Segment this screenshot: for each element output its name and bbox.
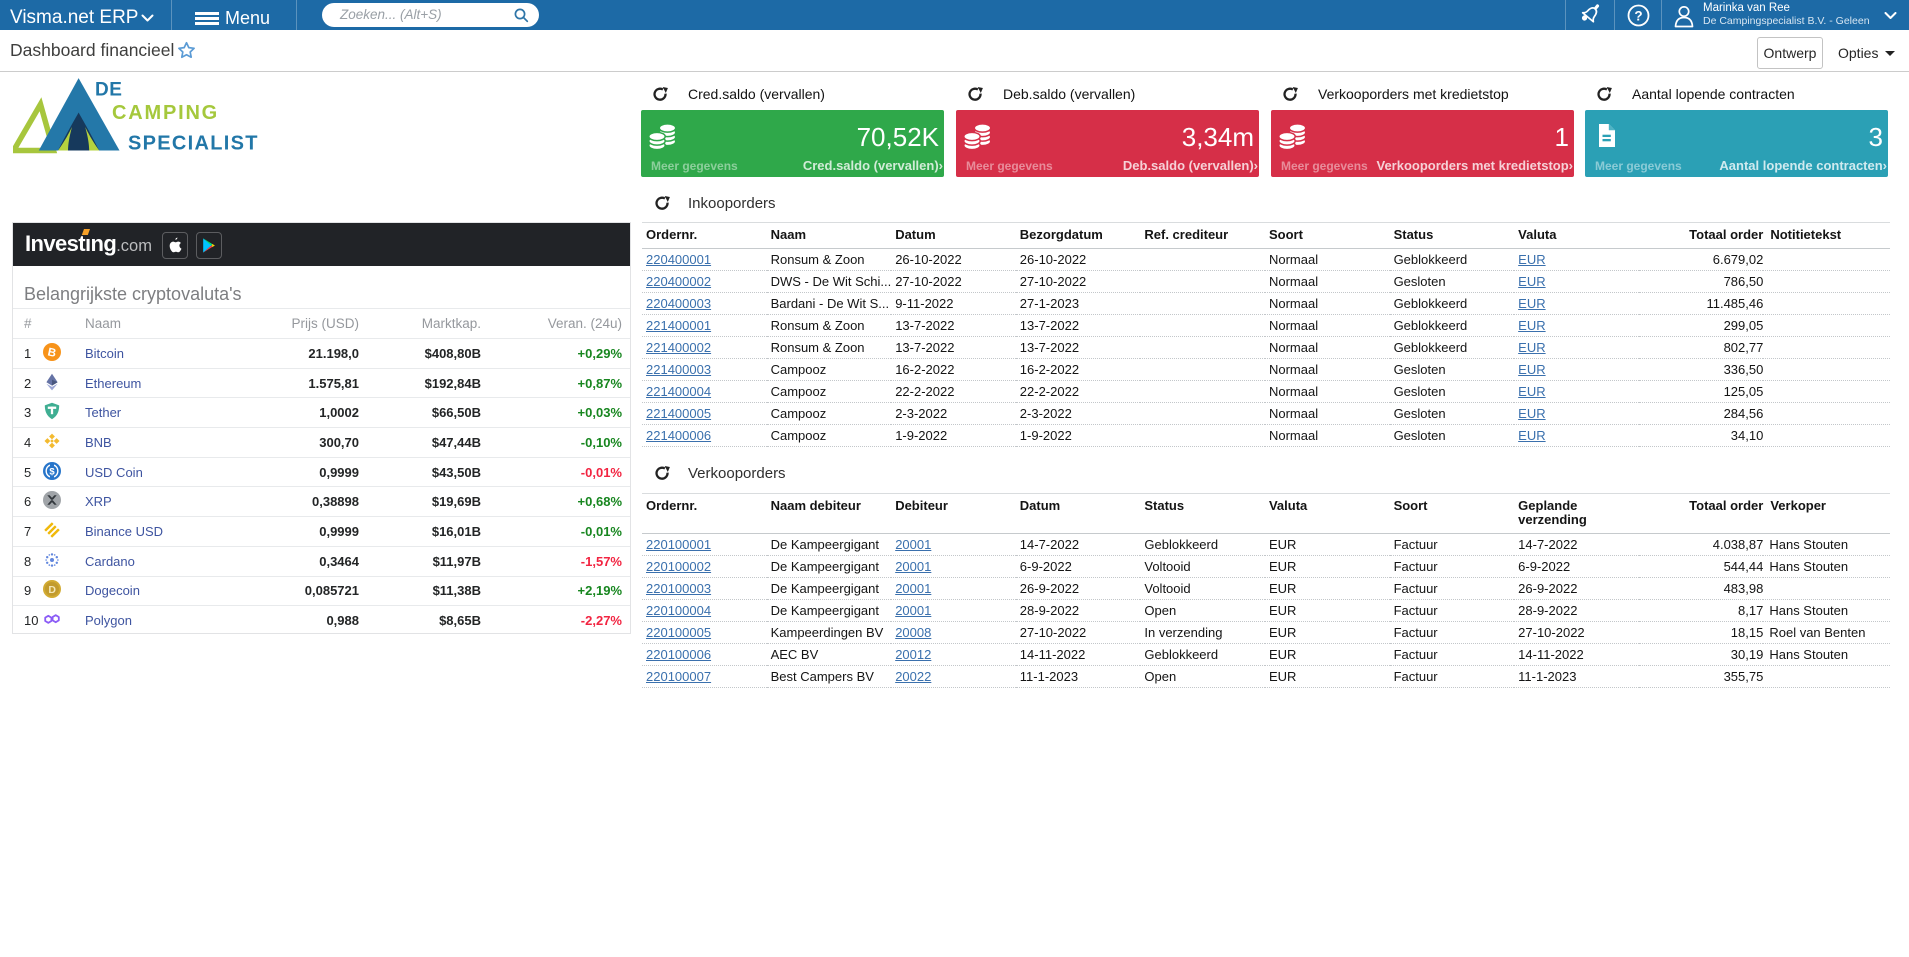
svg-text:CAMPING: CAMPING [112, 102, 219, 124]
svg-text:$: $ [49, 466, 55, 477]
svg-text:D: D [48, 584, 56, 596]
svg-text:?: ? [1634, 8, 1642, 23]
svg-text:B: B [46, 346, 57, 359]
svg-text:SPECIALIST: SPECIALIST [128, 132, 259, 154]
svg-text:DE: DE [95, 80, 122, 101]
